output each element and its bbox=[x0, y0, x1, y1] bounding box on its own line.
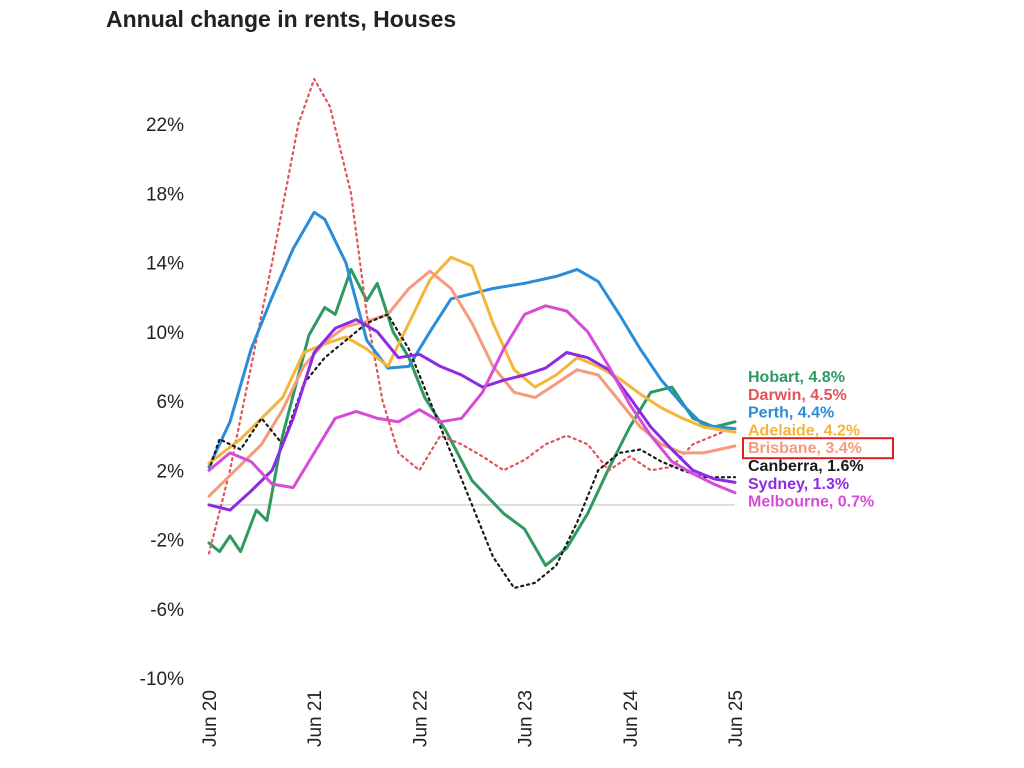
series-label-sydney: Sydney, 1.3% bbox=[748, 476, 849, 493]
series-line-sydney bbox=[207, 318, 737, 512]
series-line-canberra bbox=[207, 313, 737, 590]
y-tick-label-14: 14% bbox=[146, 254, 184, 275]
series-label-hobart: Hobart, 4.8% bbox=[748, 369, 845, 386]
series-line-brisbane bbox=[207, 269, 737, 498]
series-label-perth: Perth, 4.4% bbox=[748, 405, 834, 422]
x-tick-label-jun-25: Jun 25 bbox=[726, 690, 747, 747]
y-tick-label-10: -10% bbox=[140, 669, 184, 690]
y-tick-label-2: 2% bbox=[157, 461, 185, 482]
y-tick-label-18: 18% bbox=[146, 184, 184, 205]
y-tick-label-22: 22% bbox=[146, 115, 184, 136]
highlight-box-brisbane bbox=[742, 437, 894, 460]
y-tick-label-6: 6% bbox=[157, 392, 185, 413]
x-tick-label-jun-24: Jun 24 bbox=[621, 690, 642, 747]
x-tick-label-jun-21: Jun 21 bbox=[305, 690, 326, 747]
series-label-melbourne: Melbourne, 0.7% bbox=[748, 494, 874, 511]
y-tick-label-6: -6% bbox=[150, 600, 184, 621]
series-label-canberra: Canberra, 1.6% bbox=[748, 458, 864, 475]
x-tick-label-jun-20: Jun 20 bbox=[200, 690, 221, 747]
series-line-melbourne bbox=[207, 304, 737, 495]
y-axis-ticks: 22% 18% 14% 10% 6% 2% -2% -6% -10% bbox=[140, 115, 184, 690]
y-tick-label-2: -2% bbox=[150, 531, 184, 552]
series-lines bbox=[207, 77, 737, 590]
chart-title: Annual change in rents, Houses bbox=[106, 6, 457, 32]
series-label-darwin: Darwin, 4.5% bbox=[748, 387, 847, 404]
x-tick-label-jun-23: Jun 23 bbox=[516, 690, 537, 747]
series-line-darwin bbox=[207, 77, 737, 555]
series-line-adelaide bbox=[207, 255, 737, 465]
series-label-adelaide: Adelaide, 4.2% bbox=[748, 422, 860, 439]
x-tick-label-jun-22: Jun 22 bbox=[410, 690, 431, 747]
series-line-perth bbox=[207, 210, 737, 469]
series-end-labels: Hobart, 4.8%Darwin, 4.5%Perth, 4.4%Adela… bbox=[742, 369, 894, 511]
y-tick-label-10: 10% bbox=[146, 323, 184, 344]
x-axis-ticks: Jun 20 Jun 21 Jun 22 Jun 23 Jun 24 Jun 25 bbox=[200, 690, 747, 747]
series-label-brisbane: Brisbane, 3.4% bbox=[748, 440, 862, 457]
series-line-hobart bbox=[207, 267, 737, 567]
